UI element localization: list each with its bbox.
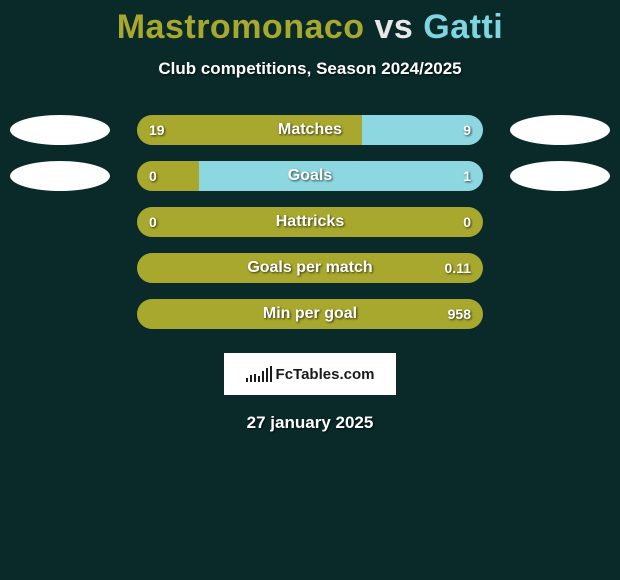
subtitle: Club competitions, Season 2024/2025 [0, 59, 620, 79]
stat-value-left: 0 [149, 161, 157, 191]
stat-bar: Min per goal958 [137, 299, 483, 329]
stat-bar: Hattricks0 0 [137, 207, 483, 237]
stat-value-right: 9 [463, 115, 471, 145]
stat-label: Matches [137, 115, 483, 145]
stat-value-right: 1 [463, 161, 471, 191]
stat-bar: Matches19 9 [137, 115, 483, 145]
stat-value-right: 0.11 [445, 253, 471, 283]
stat-row: Goals per match0.11 [0, 245, 620, 291]
stat-value-left: 19 [149, 115, 165, 145]
player1-logo-placeholder [10, 161, 110, 191]
stat-label: Min per goal [137, 299, 483, 329]
player2-logo-placeholder [510, 115, 610, 145]
vs-separator: vs [375, 8, 414, 46]
stat-label: Goals [137, 161, 483, 191]
stat-value-right: 958 [448, 299, 471, 329]
stat-value-right: 0 [463, 207, 471, 237]
stat-row: Matches19 9 [0, 107, 620, 153]
stat-label: Hattricks [137, 207, 483, 237]
stat-label: Goals per match [137, 253, 483, 283]
player2-name: Gatti [423, 8, 503, 46]
player2-logo-placeholder [510, 161, 610, 191]
stat-row: Min per goal958 [0, 291, 620, 337]
date-label: 27 january 2025 [0, 413, 620, 433]
stat-row: Hattricks0 0 [0, 199, 620, 245]
stat-bar: Goals0 1 [137, 161, 483, 191]
player1-logo-placeholder [10, 115, 110, 145]
stat-rows: Matches199Goals01Hattricks00Goals per ma… [0, 107, 620, 337]
stat-value-left: 0 [149, 207, 157, 237]
logo-text: FcTables.com [276, 366, 375, 383]
comparison-infographic: Mastromonaco vs Gatti Club competitions,… [0, 0, 620, 580]
stat-row: Goals0 1 [0, 153, 620, 199]
page-title: Mastromonaco vs Gatti [0, 8, 620, 47]
stat-bar: Goals per match0.11 [137, 253, 483, 283]
logo-bars-icon [246, 366, 272, 382]
fctables-logo: FcTables.com [224, 353, 396, 395]
player1-name: Mastromonaco [117, 8, 365, 46]
